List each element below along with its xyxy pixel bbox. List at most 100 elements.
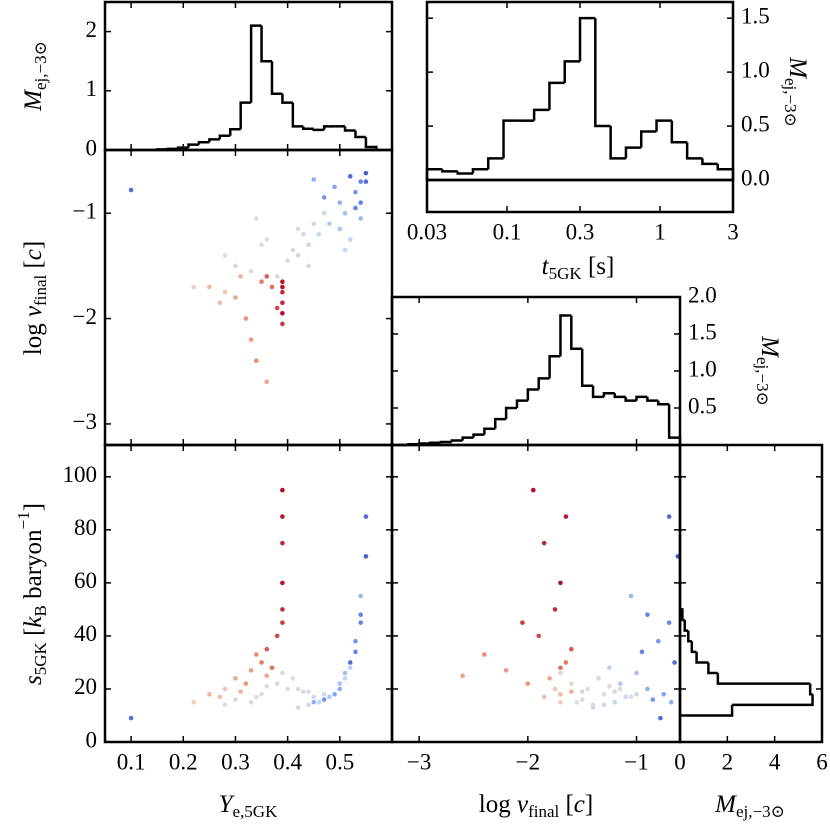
scatter-point <box>358 179 363 184</box>
histogram-step <box>249 24 262 103</box>
scatter-point <box>574 699 580 705</box>
histogram-step <box>716 163 735 180</box>
scatter-point <box>243 681 249 686</box>
scatter-point <box>128 187 134 193</box>
scatter-point <box>347 237 353 242</box>
scatter-point <box>222 686 228 692</box>
y-tick-label: 0.5 <box>741 111 770 136</box>
label-part: 5GK <box>31 641 50 675</box>
histogram-step <box>580 348 594 388</box>
histogram-step <box>685 142 703 160</box>
histogram-step <box>515 399 528 408</box>
scatter-point <box>347 665 353 671</box>
scatter-point <box>347 660 353 665</box>
histogram-step <box>624 146 642 159</box>
histogram-step <box>343 126 356 132</box>
scatter-point <box>191 284 197 290</box>
panel-frame <box>390 443 682 744</box>
y-tick-label: 20 <box>74 674 97 699</box>
x-tick-label: 3 <box>727 219 739 244</box>
panel-frame <box>390 295 682 447</box>
label-part: final <box>31 275 50 306</box>
scatter-point <box>460 673 465 679</box>
scatter-point <box>558 665 563 671</box>
histogram-step <box>646 396 659 402</box>
label-part: [s] <box>582 253 615 280</box>
scatter-point <box>579 689 585 694</box>
label-part: M <box>714 791 737 818</box>
scatter-point <box>661 691 666 697</box>
x-tick-label: −1 <box>624 749 648 774</box>
histogram-step <box>655 119 672 132</box>
scatter-point <box>269 284 275 290</box>
y-tick-label: 0 <box>86 135 98 160</box>
label-part: 5GK <box>549 264 583 283</box>
scatter-point <box>666 620 672 625</box>
scatter-point <box>269 665 275 671</box>
x-tick-label: 0.1 <box>117 749 146 774</box>
scatter-point <box>254 358 259 364</box>
x-tick-label: 0 <box>674 749 686 774</box>
histogram-step <box>208 138 220 143</box>
scatter-point <box>672 660 677 665</box>
scatter-point <box>358 593 363 599</box>
scatter-point <box>612 689 618 694</box>
x-tick-label: −2 <box>516 749 540 774</box>
scatter-point <box>558 691 563 697</box>
scatter-point <box>482 652 487 657</box>
scatter-point <box>558 699 563 705</box>
histogram-step <box>683 620 689 632</box>
scatter-point <box>274 305 280 311</box>
scatter-point <box>280 300 285 306</box>
x-tick-label: 0.4 <box>273 749 302 774</box>
histogram-step <box>639 130 657 148</box>
scatter-point <box>353 205 358 211</box>
label-part: ej,−3⊙ <box>736 802 785 821</box>
scatter-point <box>634 691 639 697</box>
histogram-step <box>537 377 550 390</box>
scatter-point <box>311 699 317 705</box>
x-tick-label: 0.2 <box>169 749 198 774</box>
scatter-point <box>541 694 547 700</box>
scatter-point <box>666 514 672 519</box>
scatter-point <box>590 702 596 708</box>
scatter-point <box>353 638 358 644</box>
scatter-point <box>280 321 285 327</box>
label-part: log <box>479 791 517 818</box>
scatter-point <box>280 289 285 295</box>
scatter-point <box>363 170 369 176</box>
scatter-point <box>264 646 270 652</box>
scatter-point <box>337 681 343 686</box>
scatter-point <box>259 691 264 697</box>
scatter-point <box>207 691 212 697</box>
y-tick-label: −1 <box>73 198 97 223</box>
scatter-point <box>579 697 585 702</box>
scatter-point <box>238 274 243 279</box>
x-tick-label: −3 <box>407 749 431 774</box>
label-part: [ <box>20 628 47 643</box>
histogram-step <box>559 314 572 357</box>
scatter-point <box>563 660 569 665</box>
scatter-point <box>300 231 306 237</box>
histogram-step <box>483 427 496 435</box>
label-part: M <box>756 335 783 358</box>
label-part: e,5GK <box>233 802 279 821</box>
scatter-point <box>552 686 558 692</box>
histogram-step <box>312 128 325 132</box>
histogram-step <box>281 93 293 104</box>
scatter-point <box>601 702 607 708</box>
scatter-point <box>520 620 525 625</box>
histogram-step <box>502 119 519 159</box>
scatter-point <box>569 689 574 694</box>
scatter-point <box>233 263 238 269</box>
scatter-point <box>645 612 650 618</box>
scatter-point <box>248 337 254 342</box>
label-part: Y <box>219 791 236 818</box>
scatter-point <box>306 689 311 694</box>
histogram-step <box>425 167 443 180</box>
scatter-point <box>342 676 348 681</box>
x-tick-label: 6 <box>816 749 828 774</box>
histogram-step <box>613 393 626 399</box>
histogram-step <box>441 169 458 173</box>
y-tick-label: 1.0 <box>688 356 717 381</box>
